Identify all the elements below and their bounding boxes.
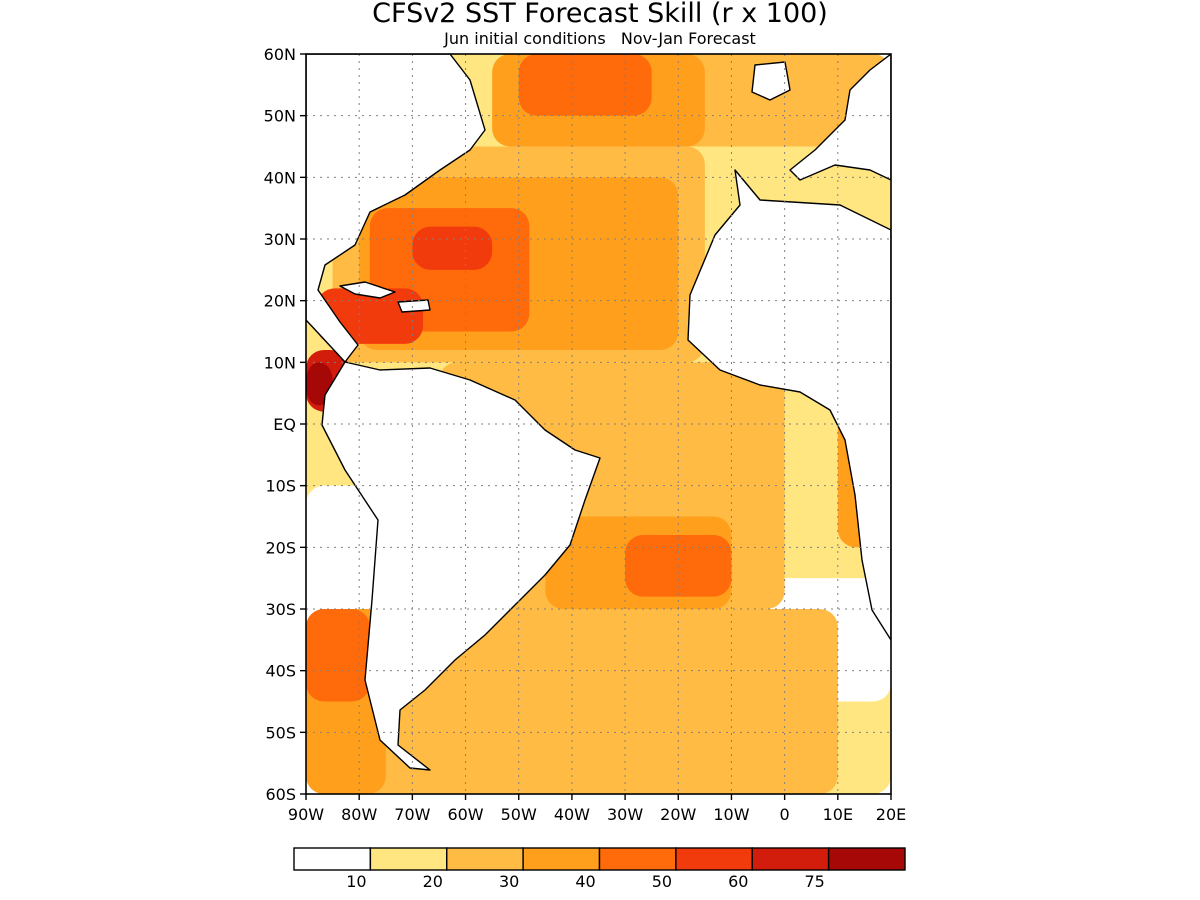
latitude-axis: 60N 50N 40N 30N 20N 10N EQ 10S 20S 30S 40S 50S 60S: [264, 45, 306, 804]
colorbar-swatch: [751, 847, 830, 871]
lat-tick-label: 60N: [264, 45, 296, 64]
colorbar-label: 60: [728, 872, 748, 891]
colorbar-label: 50: [652, 872, 672, 891]
lon-tick-label: 10E: [823, 805, 853, 824]
figure-subtitle: Jun initial conditions Nov-Jan Forecast: [443, 29, 756, 48]
lat-tick-label: 40N: [264, 168, 296, 187]
longitude-axis: 90W 80W 70W 60W 50W 40W 30W 20W 10W 0 10E 20E: [288, 794, 906, 824]
lat-tick-label: 50N: [264, 107, 296, 126]
hispaniola-island: [397, 299, 431, 313]
lon-tick-label: 20E: [876, 805, 906, 824]
skill-region-4: [306, 485, 386, 640]
lon-tick-label: 0: [780, 805, 790, 824]
lon-tick-label: 20W: [660, 805, 696, 824]
colorbar-swatch: [522, 847, 601, 871]
lat-tick-label: EQ: [273, 415, 296, 434]
lon-tick-label: 50W: [501, 805, 537, 824]
lat-tick-label: 40S: [265, 662, 296, 681]
skill-region-17: [306, 609, 370, 702]
map-area: [306, 54, 891, 794]
lon-tick-label: 10W: [713, 805, 749, 824]
lon-tick-label: 40W: [554, 805, 590, 824]
colorbar-swatch: [675, 847, 753, 871]
figure-title: CFSv2 SST Forecast Skill (r x 100): [372, 0, 828, 29]
colorbar-label: 20: [423, 872, 443, 891]
lon-tick-label: 30W: [607, 805, 643, 824]
south-america-landmass: [321, 361, 601, 771]
africa-landmass: [687, 169, 891, 641]
land-layer: [306, 54, 891, 771]
graticule: [306, 54, 891, 794]
lon-tick-label: 90W: [288, 805, 324, 824]
lat-tick-label: 60S: [265, 785, 296, 804]
colorbar: 10 20 30 40 50 60 75: [293, 847, 906, 891]
colorbar-swatch: [293, 847, 372, 871]
lat-tick-label: 50S: [265, 723, 296, 742]
skill-region-16: [518, 54, 652, 116]
colorbar-label: 75: [804, 872, 824, 891]
british-isles: [751, 61, 791, 101]
lat-tick-label: 10N: [264, 353, 296, 372]
colorbar-label: 30: [499, 872, 519, 891]
colorbar-label: 10: [346, 872, 366, 891]
europe-landmass: [789, 54, 891, 181]
lon-tick-label: 60W: [447, 805, 483, 824]
colorbar-swatch: [446, 847, 524, 871]
lon-tick-label: 80W: [341, 805, 377, 824]
lat-tick-label: 20N: [264, 292, 296, 311]
skill-region-7: [359, 609, 838, 794]
lat-tick-label: 10S: [265, 477, 296, 496]
cuba-island: [339, 281, 396, 299]
north-america-landmass: [306, 54, 486, 363]
lat-tick-label: 20S: [265, 538, 296, 557]
colorbar-label: 40: [575, 872, 595, 891]
lat-tick-label: 30N: [264, 230, 296, 249]
lat-tick-label: 30S: [265, 600, 296, 619]
colorbar-swatch: [827, 847, 906, 871]
colorbar-swatch: [598, 847, 677, 871]
skill-region-19: [412, 226, 493, 270]
lon-tick-label: 70W: [394, 805, 430, 824]
colorbar-swatch: [369, 847, 448, 871]
